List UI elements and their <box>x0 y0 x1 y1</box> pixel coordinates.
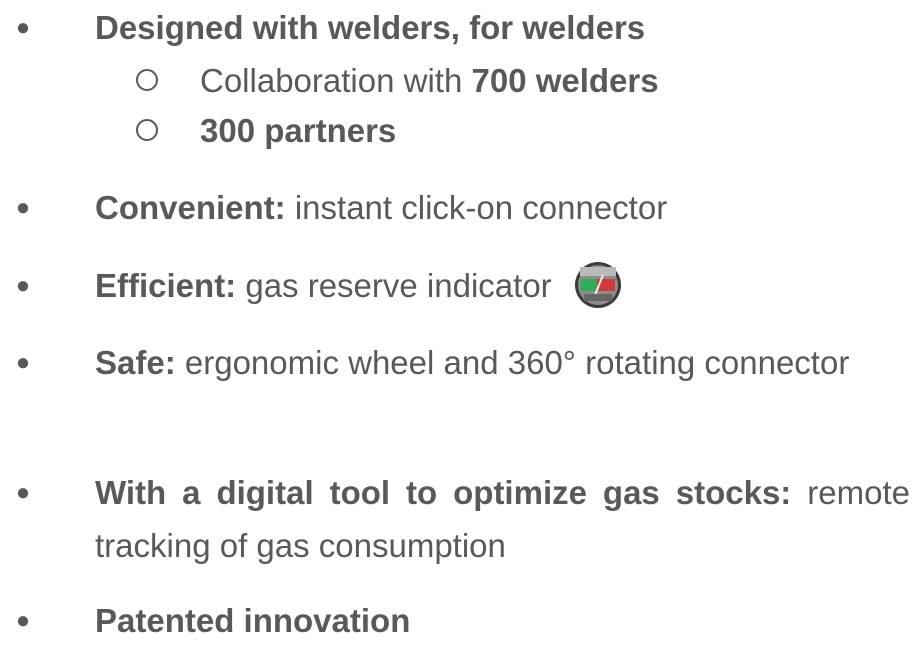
bullet: ● <box>15 14 31 41</box>
item-bold: Patented innovation <box>95 602 411 639</box>
bullet: ● <box>15 479 31 506</box>
item: Designed with welders, for welders <box>95 1 910 54</box>
item-text: instant click-on connector <box>294 189 668 226</box>
item-text: ergonomic wheel and 360° rotating connec… <box>184 344 850 381</box>
subitem: 300 partners <box>200 104 396 157</box>
subitem-text: Collaboration with <box>200 62 463 99</box>
item-bold: Safe: <box>95 344 176 381</box>
item: With a digital tool to optimize gas stoc… <box>95 466 910 572</box>
item: Patented innovation <box>95 594 910 647</box>
item: Safe: ergonomic wheel and 360° rotating … <box>95 336 910 389</box>
item: Convenient: instant click-on connector <box>95 181 910 234</box>
gas-indicator-icon <box>574 262 621 309</box>
subitem-bold: 300 partners <box>200 112 397 149</box>
item-text: gas reserve indicator <box>245 267 552 304</box>
subitem: Collaboration with 700 welders <box>200 54 659 107</box>
item-bold: Convenient: <box>95 189 286 226</box>
sub-bullet <box>136 119 158 141</box>
bullet: ● <box>15 194 31 221</box>
bullet: ● <box>15 349 31 376</box>
bullet: ● <box>15 607 31 634</box>
item-text: remote tracking of gas consumption <box>95 474 910 564</box>
item-bold: Efficient: <box>95 267 237 304</box>
sub-bullet <box>136 69 158 91</box>
subitem-bold: 700 welders <box>471 62 659 99</box>
item-bold: Designed with welders, for welders <box>95 9 646 46</box>
item: Efficient: gas reserve indicator <box>95 259 910 312</box>
bullet: ● <box>15 272 31 299</box>
item-bold: With a digital tool to optimize gas stoc… <box>95 474 792 511</box>
